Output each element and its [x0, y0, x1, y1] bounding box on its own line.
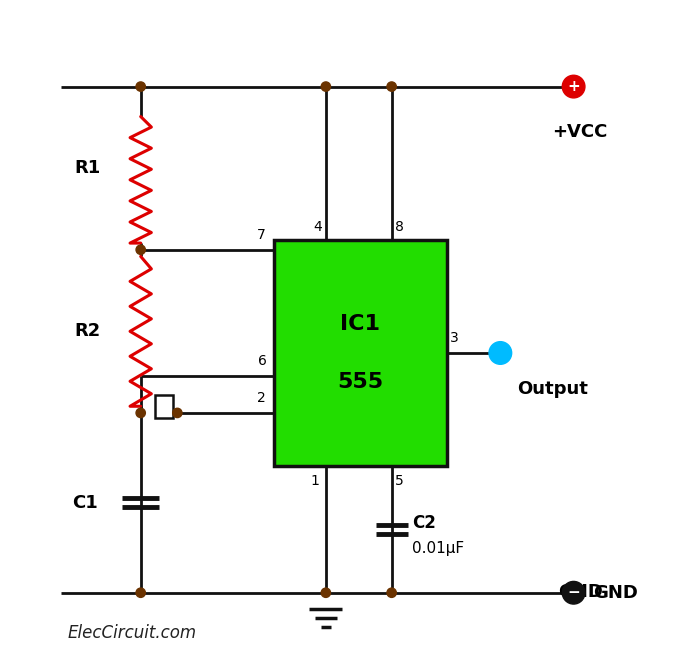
Text: 555: 555: [337, 372, 383, 392]
Circle shape: [563, 581, 585, 604]
Text: 4: 4: [314, 220, 323, 234]
Text: 7: 7: [257, 228, 266, 242]
Circle shape: [387, 82, 396, 91]
Text: +: +: [567, 79, 580, 94]
Text: Output: Output: [517, 380, 588, 398]
Text: R1: R1: [74, 159, 101, 177]
Text: ElecCircuit.com: ElecCircuit.com: [67, 623, 197, 642]
Text: −: −: [567, 585, 580, 600]
Circle shape: [321, 588, 330, 597]
Circle shape: [136, 408, 145, 418]
Text: GND: GND: [558, 583, 603, 601]
Text: R2: R2: [74, 322, 101, 340]
Text: 3: 3: [450, 331, 459, 345]
Circle shape: [136, 245, 145, 254]
Text: C1: C1: [72, 494, 97, 512]
Text: 0.01μF: 0.01μF: [411, 541, 464, 555]
Text: +VCC: +VCC: [552, 123, 608, 141]
Text: 1: 1: [311, 474, 319, 488]
Text: IC1: IC1: [340, 314, 381, 334]
Circle shape: [173, 408, 182, 418]
Circle shape: [136, 82, 145, 91]
Circle shape: [387, 588, 396, 597]
Text: 5: 5: [395, 474, 404, 488]
Bar: [155, 394, 174, 418]
Circle shape: [321, 82, 330, 91]
Text: GND: GND: [594, 583, 639, 602]
Text: 8: 8: [395, 220, 404, 234]
Circle shape: [136, 588, 145, 597]
Bar: [274, 240, 447, 466]
Circle shape: [489, 342, 511, 364]
Text: 2: 2: [257, 391, 266, 405]
Circle shape: [563, 75, 585, 98]
Text: C2: C2: [411, 513, 436, 532]
Text: 6: 6: [258, 354, 267, 368]
